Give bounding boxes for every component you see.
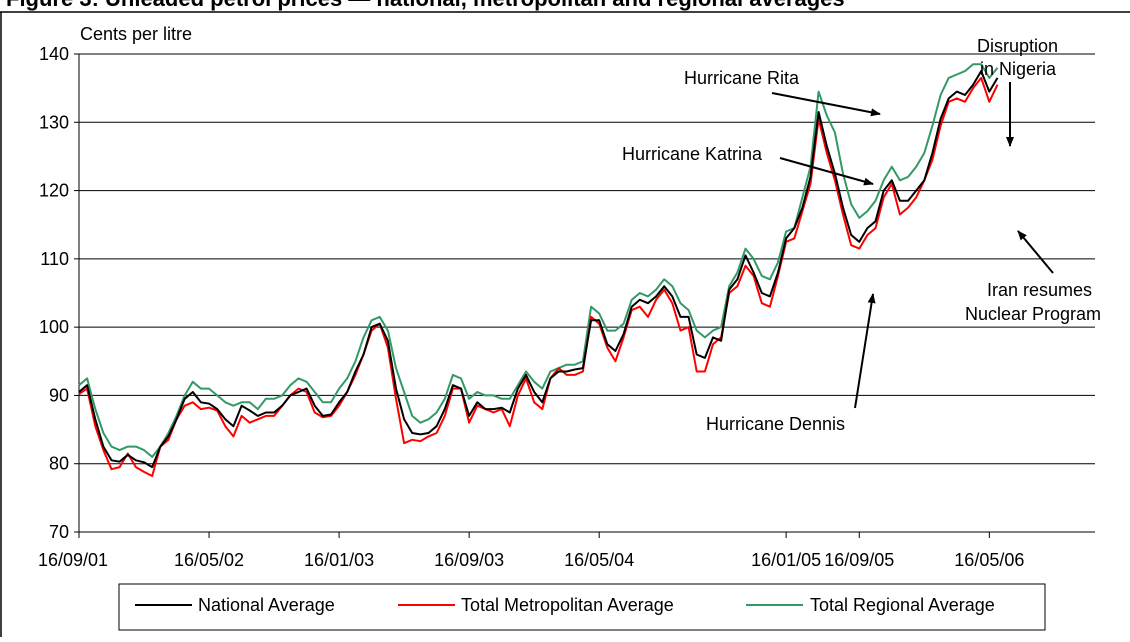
legend: National Average Total Metropolitan Aver… [118, 583, 1046, 631]
series-line-total-regional-average [78, 63, 999, 458]
x-tick-label: 16/09/03 [434, 550, 504, 570]
legend-label-national: National Average [198, 595, 335, 615]
y-tick-label: 100 [39, 317, 69, 337]
series-line-total-metropolitan-average [78, 76, 999, 477]
legend-box [118, 583, 1046, 631]
x-tick-label: 16/09/05 [824, 550, 894, 570]
y-tick-label: 120 [39, 181, 69, 201]
y-tick-label: 140 [39, 44, 69, 64]
y-tick-label: 130 [39, 112, 69, 132]
legend-label-regional: Total Regional Average [810, 595, 995, 615]
annotation-nigeria-line-1: Disruption [977, 36, 1058, 56]
y-tick-label: 110 [40, 249, 69, 269]
arrow-hurricane-rita [771, 92, 881, 117]
y-tick-label: 70 [49, 522, 69, 542]
annotation-hurricane-dennis: Hurricane Dennis [706, 414, 845, 434]
x-tick-labels: 16/09/01 16/05/02 16/01/03 16/09/03 16/05/04… [38, 532, 1024, 570]
annotations: Hurricane Rita Hurricane Katrina Hurrica… [622, 36, 1101, 434]
x-tick-label: 16/01/03 [304, 550, 374, 570]
x-tick-label: 16/05/02 [174, 550, 244, 570]
y-tick-label: 80 [49, 454, 69, 474]
y-axis-label: Cents per litre [80, 24, 192, 44]
x-tick-label: 16/09/01 [38, 550, 108, 570]
chart-title: Figure 3: Unleaded petrol prices — natio… [6, 0, 845, 11]
annotation-iran-line-1: Iran resumes [987, 280, 1092, 300]
annotation-iran-line-2: Nuclear Program [965, 304, 1101, 324]
arrow-hurricane-katrina [779, 157, 874, 186]
x-tick-label: 16/01/05 [751, 550, 821, 570]
y-tick-label: 90 [49, 385, 69, 405]
legend-label-metropolitan: Total Metropolitan Average [461, 595, 674, 615]
x-tick-label: 16/05/06 [954, 550, 1024, 570]
x-tick-label: 16/05/04 [564, 550, 634, 570]
arrow-hurricane-dennis [854, 293, 876, 409]
annotation-nigeria-line-2: in Nigeria [980, 59, 1057, 79]
arrow-iran [1017, 230, 1054, 274]
annotation-hurricane-rita: Hurricane Rita [684, 68, 800, 88]
y-tick-labels: 70 80 90 100 110 120 130 140 [39, 44, 79, 542]
gridlines [79, 53, 1095, 465]
series-lines [78, 63, 999, 477]
annotation-hurricane-katrina: Hurricane Katrina [622, 144, 763, 164]
series-line-national-average [78, 70, 999, 469]
